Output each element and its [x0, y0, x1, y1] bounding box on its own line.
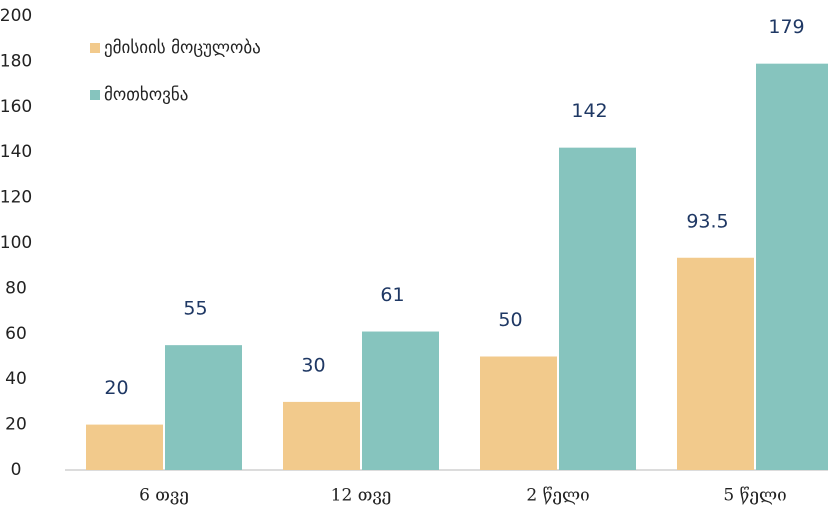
x-tick-label: 6 თვე	[139, 486, 189, 506]
y-tick-label: 20	[5, 415, 27, 435]
y-tick-label: 140	[0, 142, 32, 162]
legend-label: ემისიის მოცულობა	[104, 38, 261, 58]
bar	[165, 345, 242, 470]
bar	[677, 257, 754, 470]
legend-swatch	[90, 90, 100, 100]
bar	[480, 356, 557, 470]
bar	[362, 331, 439, 470]
y-tick-label: 120	[0, 188, 32, 208]
legend-label: მოთხოვნა	[104, 85, 188, 105]
data-label: 61	[380, 284, 404, 306]
x-tick-label: 5 წელი	[723, 486, 786, 506]
y-tick-label: 60	[5, 324, 27, 344]
y-tick-label: 180	[0, 51, 32, 71]
y-tick-label: 40	[5, 369, 27, 389]
data-label: 142	[571, 100, 607, 122]
data-label: 30	[301, 354, 325, 376]
data-label: 179	[768, 16, 804, 38]
y-tick-label: 160	[0, 97, 32, 117]
y-tick-label: 80	[5, 278, 27, 298]
data-label: 20	[104, 377, 128, 399]
data-label: 93.5	[686, 210, 728, 232]
data-label: 55	[183, 298, 207, 320]
y-tick-label: 100	[0, 233, 32, 253]
legend-swatch	[90, 43, 100, 53]
y-tick-label: 200	[0, 6, 32, 26]
bar	[559, 147, 636, 470]
bar	[86, 424, 163, 470]
x-tick-label: 2 წელი	[526, 486, 589, 506]
data-label: 50	[498, 309, 522, 331]
x-tick-label: 12 თვე	[331, 486, 392, 506]
y-tick-label: 0	[11, 460, 22, 480]
bar	[756, 63, 828, 471]
bar	[283, 401, 360, 470]
